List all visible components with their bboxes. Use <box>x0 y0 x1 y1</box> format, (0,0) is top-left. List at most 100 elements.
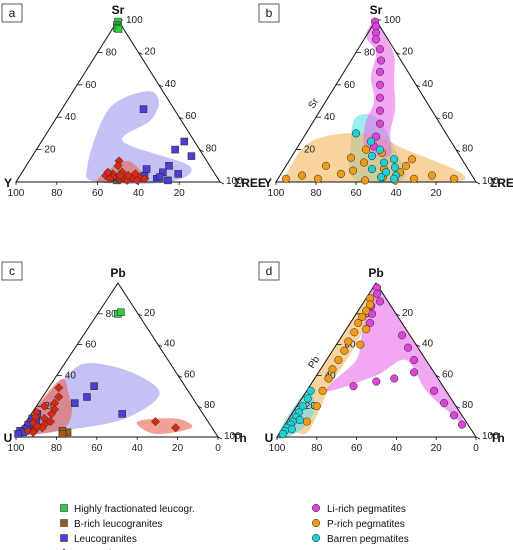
data-point-leucogranites <box>118 410 126 418</box>
right-edge-tick-label: 100 <box>482 176 499 187</box>
data-point-s2 <box>46 409 57 419</box>
right-edge-tick-label: 20 <box>144 46 156 57</box>
left-edge-tick-label: 20 <box>305 401 317 412</box>
series-s2 <box>23 383 181 437</box>
data-point-lirich <box>440 399 449 408</box>
right-edge-tick-label: 20 <box>402 308 414 319</box>
data-point-s2 <box>54 392 64 402</box>
data-point-leucogranites <box>71 399 79 407</box>
panel-label-box <box>1 261 23 281</box>
left-edge-tick-label: 20 <box>304 145 316 156</box>
left-edge-tick-label: 40 <box>324 112 336 123</box>
data-point-s2 <box>32 421 42 431</box>
data-point-brich <box>58 430 67 438</box>
data-point-prich <box>356 340 365 349</box>
apex-label-top: Sr <box>370 3 383 17</box>
data-point-s2 <box>115 170 125 181</box>
data-point-lirich <box>430 386 439 395</box>
data-point-barren <box>375 145 385 154</box>
apex-label-left: U <box>265 431 274 445</box>
right-edge-tick-label: 100 <box>226 176 243 187</box>
bottom-edge-tick-label: 60 <box>350 188 362 199</box>
left-edge-tick-label: 100 <box>384 15 401 26</box>
right-edge-tick-label: 80 <box>462 400 474 411</box>
right-edge-tick <box>137 313 143 317</box>
data-point-prich <box>340 346 349 355</box>
right-edge-tick <box>475 181 481 185</box>
data-points <box>14 308 181 438</box>
data-point-prich <box>449 174 459 183</box>
legend-label: Leucogranites <box>74 534 137 545</box>
data-point-lirich <box>371 132 381 141</box>
right-edge-tick-label: 80 <box>206 144 218 155</box>
right-edge-tick-label: 100 <box>482 431 499 442</box>
tick-labels: 20 40 60 80 100 20 40 60 80 100 100 80 60 40 20 <box>8 15 243 199</box>
data-point-s2 <box>123 170 133 181</box>
data-point-barren <box>366 137 376 146</box>
data-point-lirich <box>457 420 467 429</box>
data-point-leucogranites <box>180 137 189 146</box>
right-edge-tick <box>415 344 421 347</box>
bottom-edge-tick-label: 20 <box>172 443 184 454</box>
legend-item: Li-rich pegmatites <box>311 503 406 515</box>
apex-label-top: Pb <box>368 266 383 280</box>
data-point-prich <box>328 365 337 374</box>
data-point-prich <box>362 306 371 315</box>
data-point-lirich <box>375 80 385 89</box>
data-point-leucogranites <box>187 152 196 160</box>
bottom-edge-tick-label: 40 <box>391 443 403 454</box>
data-point-prich <box>302 417 311 426</box>
tick-labels: 20 40 60 80 100 20 40 60 80 100 80 60 40 20 0 <box>8 308 241 454</box>
ternary-panel-a: a 20 40 60 80 100 20 40 60 80 100 100 80 60 40 20 Sr Y ΣRE… <box>1 3 266 199</box>
data-points <box>281 17 459 185</box>
edge-axis-label: Sr <box>307 96 322 111</box>
data-point-lirich <box>349 382 358 391</box>
right-edge-tick <box>455 149 461 152</box>
right-edge-tick <box>177 375 183 378</box>
data-point-prich <box>362 325 371 334</box>
series-prich <box>302 294 375 426</box>
data-point-leucogranites <box>171 145 179 154</box>
apex-label-top: Pb <box>110 266 125 280</box>
apex-label-top: Sr <box>112 3 125 17</box>
data-point-prich <box>312 402 321 411</box>
legend: Highly fractionated leucogr. B-rich leuco… <box>60 503 409 550</box>
data-point-prich <box>427 171 437 180</box>
data-point-prich <box>409 174 419 183</box>
ternary-panel-c: c 20 40 60 80 100 20 40 60 80 100 80 60 40 20 0 Pb U Th <box>1 261 247 454</box>
bottom-edge-tick-label: 40 <box>390 188 402 199</box>
legend-right: Li-rich pegmatites P-rich pegmatites Barre… <box>311 503 409 545</box>
ternary-panel-b: b 20 40 60 80 100 20 40 60 80 100 100 80 60 40 20 Sr Y ΣRE… <box>258 3 513 199</box>
data-point-lirich <box>376 56 386 65</box>
data-point-lirich <box>397 331 407 340</box>
ternary-triangle <box>15 282 219 438</box>
data-point-s2 <box>150 417 161 427</box>
series-hfl <box>114 308 125 318</box>
legend-item: Leucogranites <box>60 534 137 545</box>
bottom-edge-tick-label: 80 <box>311 443 323 454</box>
right-edge-tick-label: 80 <box>204 400 216 411</box>
field-area-leucogranites <box>86 91 192 185</box>
data-point-lirich <box>375 106 385 115</box>
data-point-barren <box>376 173 386 182</box>
field-area-lirich <box>326 283 465 425</box>
bottom-edge-tick-label: 100 <box>269 443 286 454</box>
legend-marker-barren <box>311 533 321 543</box>
data-point-prich <box>336 169 346 178</box>
ternary-triangle <box>276 282 477 438</box>
data-point-barren <box>367 152 377 161</box>
panel-label-box <box>258 261 280 281</box>
right-edge-tick-label: 60 <box>442 111 454 122</box>
data-point-prich <box>346 153 356 162</box>
data-point-lirich <box>372 289 382 298</box>
data-point-lirich <box>371 35 381 44</box>
left-edge-tick-label: 20 <box>44 401 56 412</box>
apex-label-right: Th <box>490 431 505 445</box>
right-edge-tick <box>219 181 225 185</box>
data-point-barren <box>381 168 391 177</box>
data-point-barren <box>278 429 288 438</box>
data-point-lirich <box>410 368 419 377</box>
right-edge-tick-label: 40 <box>422 339 434 350</box>
legend-label: Barren pegmatites <box>327 534 409 545</box>
data-point-prich <box>344 337 353 346</box>
